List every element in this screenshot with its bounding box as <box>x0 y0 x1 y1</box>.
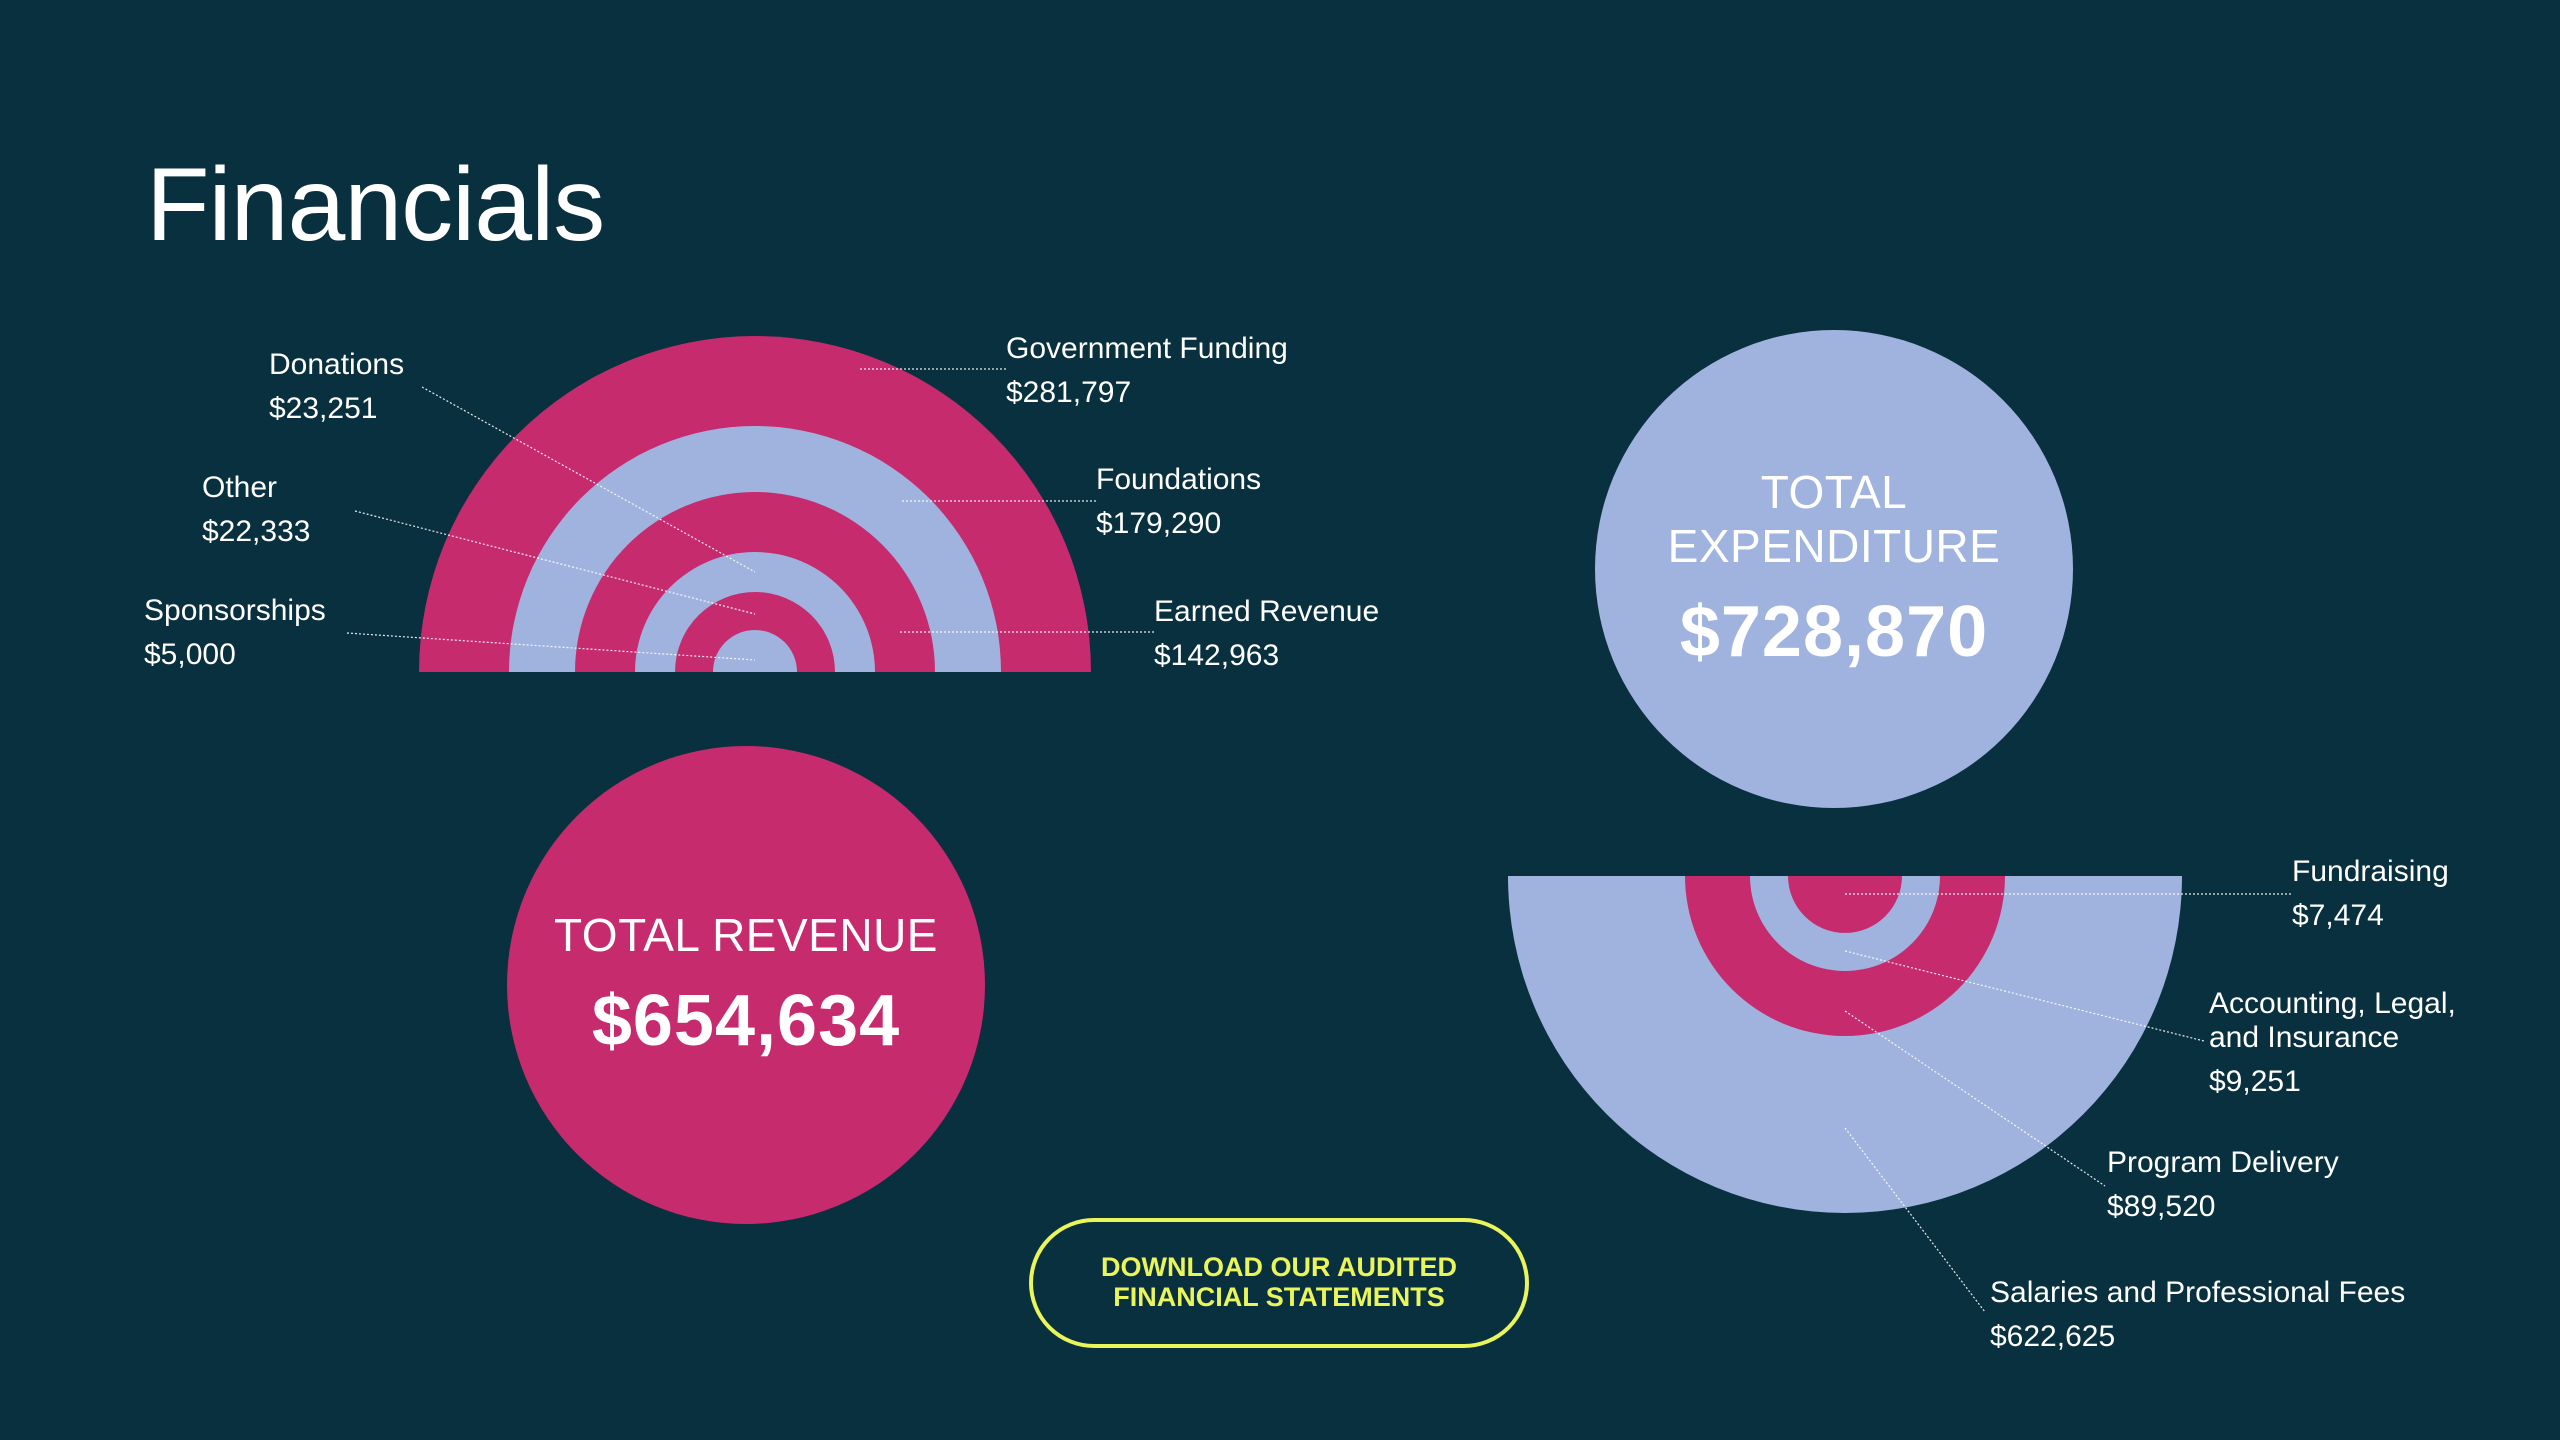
expenditure-leader-accounting-legal-and-insurance <box>1844 950 2205 1042</box>
total-expenditure-circle: TOTAL EXPENDITURE $728,870 <box>1595 330 2073 808</box>
total-expenditure-value: $728,870 <box>1679 592 1989 673</box>
revenue-label-other: Other <box>202 471 277 504</box>
revenue-value-donations: $23,251 <box>269 392 377 425</box>
expenditure-label-fundraising: Fundraising <box>2292 855 2449 888</box>
revenue-label-sponsorships: Sponsorships <box>144 594 326 627</box>
revenue-chart: Government Funding $281,797 Foundations $17… <box>144 332 1379 672</box>
revenue-value-other: $22,333 <box>202 515 310 548</box>
expenditure-label-accounting-legal-and-insurance: Accounting, Legal, and Insurance <box>2209 987 2456 1054</box>
expenditure-leader-program-delivery <box>1844 1010 2106 1187</box>
revenue-value-earned-revenue: $142,963 <box>1154 639 1279 672</box>
total-revenue-label: TOTAL REVENUE <box>554 908 938 961</box>
total-revenue-value: $654,634 <box>591 981 901 1062</box>
page-title: Financials <box>146 147 605 263</box>
expenditure-leader-salaries-and-professional-fees <box>1844 1127 1986 1313</box>
expenditure-ring-fundraising <box>1788 876 1902 933</box>
expenditure-value-fundraising: $7,474 <box>2292 899 2384 932</box>
revenue-label-donations: Donations <box>269 348 404 381</box>
revenue-value-foundations: $179,290 <box>1096 507 1221 540</box>
expenditure-ring-salaries-and-professional-fees <box>1508 876 2182 1213</box>
revenue-label-government-funding: Government Funding <box>1006 332 1288 365</box>
revenue-label-foundations: Foundations <box>1096 463 1261 496</box>
revenue-value-sponsorships: $5,000 <box>144 638 236 671</box>
revenue-leader-donations <box>421 386 756 573</box>
expenditure-label-salaries-and-professional-fees: Salaries and Professional Fees <box>1990 1276 2405 1309</box>
expenditure-value-program-delivery: $89,520 <box>2107 1190 2215 1223</box>
download-financial-statements-button[interactable]: DOWNLOAD OUR AUDITED FINANCIAL STATEMENT… <box>1029 1218 1529 1348</box>
total-revenue-circle: TOTAL REVENUE $654,634 <box>507 746 985 1224</box>
revenue-leader-other <box>354 510 756 615</box>
expenditure-value-accounting-legal-and-insurance: $9,251 <box>2209 1065 2301 1098</box>
revenue-leader-sponsorships <box>346 632 756 661</box>
expenditure-chart: Salaries and Professional Fees $622,625 Pr… <box>1508 855 2456 1353</box>
total-expenditure-label: TOTAL EXPENDITURE <box>1667 465 2001 572</box>
expenditure-value-salaries-and-professional-fees: $622,625 <box>1990 1320 2115 1353</box>
expenditure-label-program-delivery: Program Delivery <box>2107 1146 2339 1179</box>
revenue-label-earned-revenue: Earned Revenue <box>1154 595 1379 628</box>
revenue-value-government-funding: $281,797 <box>1006 376 1131 409</box>
revenue-ring-sponsorships <box>713 630 797 672</box>
